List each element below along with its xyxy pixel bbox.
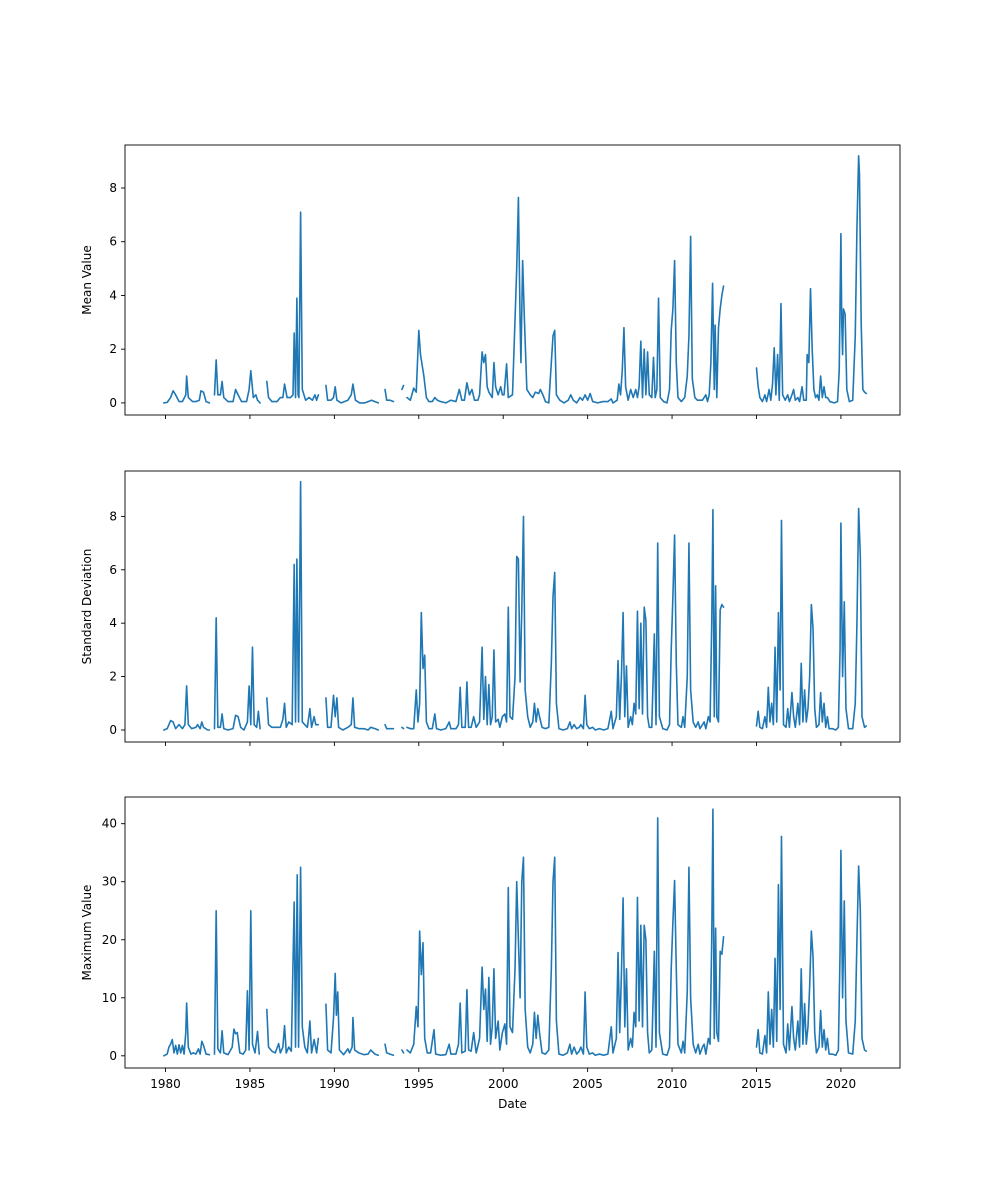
mean-value-axes-frame	[124, 144, 901, 416]
standard-deviation-y-tick-label-1: 2	[109, 670, 117, 684]
standard-deviation-y-tick-label-3: 6	[109, 563, 117, 577]
mean-value-series-segment-5	[401, 384, 405, 391]
maximum-value-y-tick-label-3: 30	[102, 875, 117, 889]
standard-deviation-series-segment-6	[406, 508, 725, 731]
standard-deviation-subplot: 0 2 4 6 8 Standard Deviation	[80, 470, 901, 746]
maximum-value-series-segment-7	[755, 835, 868, 1057]
standard-deviation-series-segment-7	[755, 507, 868, 731]
maximum-value-x-tick-label-5: 2005	[572, 1077, 603, 1091]
mean-value-series-segment-0	[163, 375, 211, 404]
mean-value-y-tick-label-2: 4	[109, 288, 117, 302]
maximum-value-y-tick-label-2: 20	[102, 933, 117, 947]
maximum-value-x-axis-label: Date	[498, 1097, 527, 1111]
maximum-value-axes-frame	[124, 796, 901, 1069]
maximum-value-subplot: 0 10 20 30 40 1980 1985 1990 1995 2000 2005 2010 201…	[80, 796, 901, 1111]
maximum-value-series-segment-3	[325, 972, 380, 1057]
maximum-value-y-tick-label-4: 40	[102, 817, 117, 831]
maximum-value-series-segment-5	[401, 1049, 405, 1054]
maximum-value-x-tick-label-8: 2020	[826, 1077, 857, 1091]
maximum-value-series-segment-2	[266, 866, 320, 1054]
standard-deviation-series-segment-1	[213, 617, 261, 731]
mean-value-series-segment-4	[384, 388, 395, 403]
standard-deviation-series-segment-5	[401, 726, 405, 730]
maximum-value-y-tick-label-1: 10	[102, 991, 117, 1005]
maximum-value-series-segment-1	[213, 909, 261, 1056]
standard-deviation-series-segment-4	[384, 723, 395, 730]
mean-value-series-segment-1	[213, 359, 261, 404]
mean-value-y-tick-label-4: 8	[109, 181, 117, 195]
maximum-value-x-tick-label-3: 1995	[404, 1077, 435, 1091]
standard-deviation-series-segment-2	[266, 480, 320, 729]
mean-value-y-tick-label-1: 2	[109, 342, 117, 356]
standard-deviation-axes-frame	[124, 470, 901, 743]
maximum-value-series-segment-6	[406, 808, 725, 1057]
mean-value-series-segment-2	[266, 211, 320, 403]
maximum-value-x-tick-label-0: 1980	[150, 1077, 181, 1091]
maximum-value-y-tick-label-0: 0	[109, 1049, 117, 1063]
mean-value-series-segment-3	[325, 383, 380, 404]
maximum-value-x-tick-label-7: 2015	[741, 1077, 772, 1091]
maximum-value-series-segment-4	[384, 1043, 395, 1057]
standard-deviation-series-segment-3	[325, 694, 380, 731]
maximum-value-x-tick-label-4: 2000	[488, 1077, 519, 1091]
mean-value-series-segment-7	[755, 154, 868, 404]
maximum-value-series-segment-0	[163, 1002, 211, 1057]
standard-deviation-y-tick-label-2: 4	[109, 616, 117, 630]
maximum-value-x-tick-label-1: 1985	[235, 1077, 266, 1091]
standard-deviation-y-tick-label-4: 8	[109, 509, 117, 523]
maximum-value-x-tick-label-6: 2010	[657, 1077, 688, 1091]
mean-value-y-tick-label-3: 6	[109, 235, 117, 249]
mean-value-series-segment-6	[406, 196, 725, 404]
mean-value-subplot: 0 2 4 6 8 Mean Value	[80, 144, 901, 419]
standard-deviation-y-axis-label: Standard Deviation	[80, 549, 94, 665]
mean-value-y-tick-label-0: 0	[109, 396, 117, 410]
standard-deviation-y-tick-label-0: 0	[109, 723, 117, 737]
maximum-value-x-tick-label-2: 1990	[319, 1077, 350, 1091]
standard-deviation-series-segment-0	[163, 685, 211, 731]
mean-value-y-axis-label: Mean Value	[80, 245, 94, 314]
maximum-value-y-axis-label: Maximum Value	[80, 885, 94, 981]
